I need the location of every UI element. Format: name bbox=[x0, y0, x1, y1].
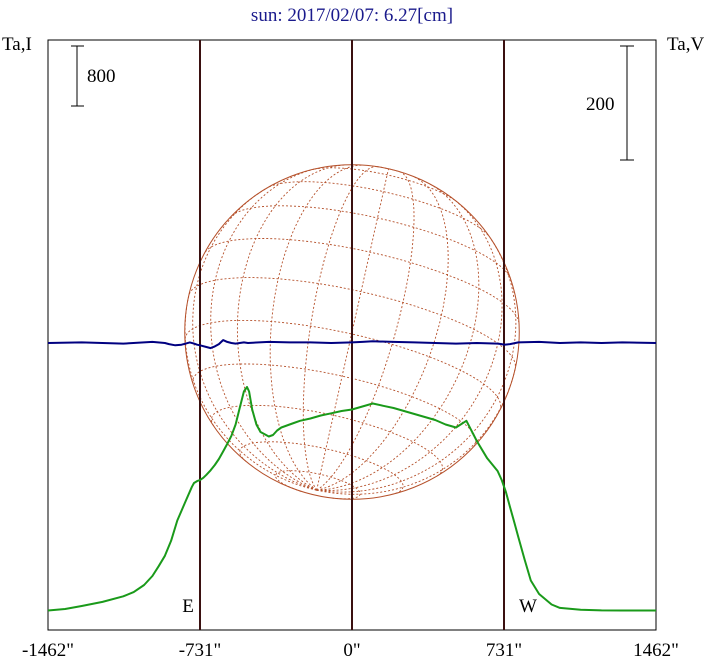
intensity-curve bbox=[47, 386, 656, 612]
right-scale-bar bbox=[620, 45, 634, 161]
left-scale-bar-label: 800 bbox=[87, 66, 116, 87]
longitude-line bbox=[210, 168, 317, 491]
latitude-line bbox=[204, 238, 520, 323]
latitude-line bbox=[210, 404, 444, 477]
latitude-line bbox=[188, 277, 516, 368]
longitude-line bbox=[316, 200, 503, 491]
longitude-line bbox=[316, 183, 480, 491]
chart-title: sun: 2017/02/07: 6.27[cm] bbox=[251, 5, 453, 26]
left-scale-bar bbox=[71, 45, 84, 107]
longitude-line bbox=[269, 164, 363, 491]
left-axis-label: Ta,I bbox=[2, 34, 32, 55]
longitude-line bbox=[184, 295, 317, 491]
longitude-line bbox=[192, 187, 317, 491]
latitude-line bbox=[184, 319, 502, 410]
longitude-line bbox=[316, 368, 516, 495]
polarization-curve bbox=[47, 339, 657, 350]
longitude-line bbox=[316, 176, 449, 491]
limb-lines bbox=[199, 40, 505, 630]
x-tick-label: -731" bbox=[179, 640, 222, 661]
right-scale-bar-label: 200 bbox=[586, 94, 615, 115]
latitude-line bbox=[314, 167, 456, 202]
latitude-line bbox=[239, 441, 404, 495]
longitude-line bbox=[316, 168, 389, 491]
latitude-line bbox=[192, 363, 477, 447]
longitude-line bbox=[316, 237, 517, 493]
x-tick-label: 1462" bbox=[633, 640, 679, 661]
x-tick-label: 0" bbox=[343, 640, 360, 661]
x-tick-label: -1462" bbox=[22, 640, 74, 661]
latitude-line bbox=[231, 205, 511, 279]
longitude-line bbox=[316, 171, 415, 491]
longitude-line bbox=[236, 164, 346, 491]
right-axis-label: Ta,V bbox=[667, 34, 704, 55]
longitude-line bbox=[302, 166, 378, 491]
x-tick-label: 731" bbox=[486, 640, 522, 661]
solar-disk bbox=[184, 164, 520, 500]
limb-label: E bbox=[182, 596, 194, 617]
latitude-line bbox=[269, 181, 490, 237]
x-tick-labels: -1462" -731" 0" 731" 1462" bbox=[22, 640, 679, 661]
series-layer bbox=[47, 339, 657, 612]
limb-label: W bbox=[519, 596, 537, 617]
